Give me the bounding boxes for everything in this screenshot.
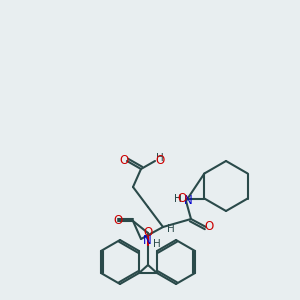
Text: O: O (155, 154, 164, 167)
Text: H: H (156, 153, 164, 163)
Text: H: H (153, 239, 161, 249)
Text: H: H (174, 194, 181, 203)
Text: O: O (177, 192, 186, 205)
Text: O: O (113, 214, 123, 227)
Text: N: N (184, 194, 192, 206)
Text: O: O (119, 154, 129, 167)
Text: O: O (143, 226, 153, 239)
Text: O: O (204, 220, 214, 233)
Text: H: H (174, 194, 182, 204)
Text: N: N (143, 235, 152, 248)
Text: H: H (167, 224, 175, 234)
